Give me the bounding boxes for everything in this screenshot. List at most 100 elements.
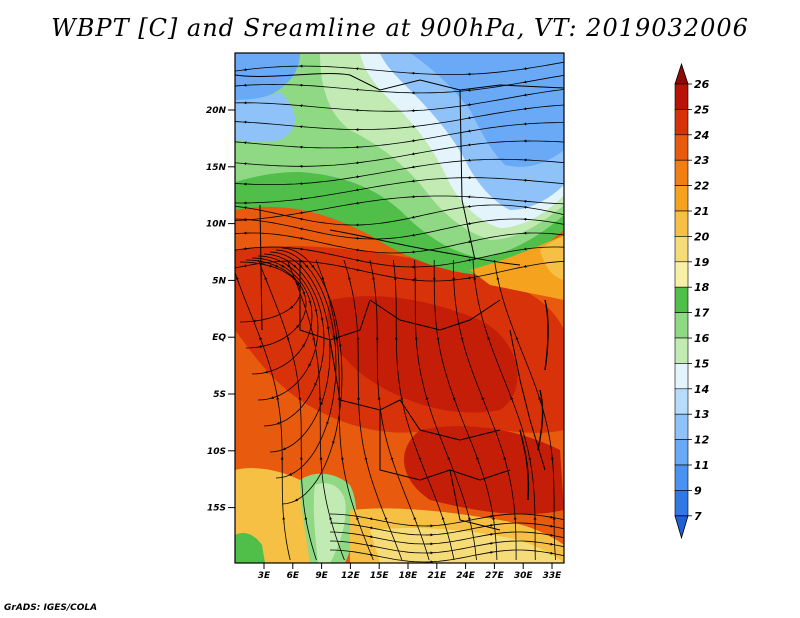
colorbar-label: 19 (694, 256, 710, 269)
streamline-arrow (299, 217, 307, 221)
colorbar-box (674, 236, 689, 263)
streamline-arrow (523, 178, 531, 182)
streamline-arrow (355, 248, 363, 252)
colorbar-box (674, 83, 689, 110)
streamline-arrow (447, 456, 452, 465)
streamline-arrow (355, 175, 363, 179)
streamlines (235, 61, 564, 563)
colorbar-max-arrow (674, 62, 689, 85)
streamline-arrow (288, 472, 295, 476)
streamline (235, 270, 291, 561)
colorbar-label: 12 (694, 434, 710, 447)
streamline-arrow (243, 68, 251, 72)
streamline (235, 140, 564, 167)
streamline (315, 259, 374, 561)
streamline-arrow (243, 264, 251, 268)
streamline-arrow (467, 88, 475, 92)
streamline-arrow (545, 515, 554, 519)
streamline-arrow (279, 264, 285, 268)
lon-tick-label: 3E (258, 571, 271, 581)
streamline-arrow (314, 378, 318, 387)
colorbar-box (674, 363, 689, 390)
streamline-arrow (523, 67, 531, 71)
streamline-arrow (340, 456, 344, 465)
lon-tick-label: 12E (341, 571, 361, 581)
lon-tick-label: 9E (315, 571, 328, 581)
streamline-arrow (550, 456, 554, 465)
streamline-arrow (264, 370, 271, 374)
streamline-arrow (411, 233, 419, 237)
streamline-arrow (496, 276, 500, 285)
streamline-arrow (485, 523, 494, 527)
streamline-arrow (487, 336, 491, 345)
latitude-axis: 20N 15N 10N 5N EQ 5S 10S 15S (206, 106, 235, 514)
streamline-arrow (332, 328, 336, 339)
streamline-arrow (528, 456, 532, 465)
streamline-arrow (413, 516, 418, 525)
streamline-arrow (355, 188, 363, 192)
streamline-arrow (299, 104, 307, 108)
colorbar-label: 13 (694, 408, 710, 421)
streamline-arrow (276, 421, 283, 425)
streamline-arrow (355, 258, 363, 262)
streamline-arrow (355, 161, 363, 165)
streamline-arrow (510, 396, 514, 405)
streamline-arrow (320, 313, 324, 322)
colorbar-label: 18 (694, 281, 710, 294)
streamline (258, 259, 317, 561)
colorbar-label: 14 (694, 383, 709, 396)
lon-tick-label: 18E (399, 571, 419, 581)
colorbar-min-arrow (674, 515, 689, 540)
lat-tick-label: 20N (206, 106, 227, 116)
lon-tick-label: 21E (427, 571, 447, 581)
streamline-arrow (372, 276, 376, 285)
streamline-arrow (365, 553, 374, 557)
streamline-arrow (411, 179, 419, 183)
streamline-arrow (276, 396, 280, 405)
streamline (235, 177, 564, 204)
lon-tick-label: 27E (485, 571, 505, 581)
streamline (235, 122, 564, 149)
streamline-arrow (545, 542, 554, 546)
streamline-arrow (418, 456, 423, 465)
colorbar-box (674, 439, 689, 466)
streamline-arrow (545, 524, 554, 528)
streamline-arrow (503, 456, 507, 465)
longitude-axis: 3E 6E 9E 12E 15E 18E 21E 24E 27E 30E 33E (258, 563, 562, 581)
streamline-arrow (293, 276, 297, 285)
colorbar-box (674, 109, 689, 136)
streamline-arrow (304, 516, 308, 525)
map-title: WBPT [C] and Sreamline at 900hPa, VT: 20… (51, 14, 749, 42)
colorbar-label: 7 (694, 510, 702, 523)
streamline-arrow (523, 264, 531, 268)
streamline-arrow (411, 215, 419, 219)
colorbar-label: 23 (694, 154, 710, 167)
streamline (235, 204, 564, 226)
streamline-arrow (312, 336, 316, 345)
streamline-arrow (321, 276, 325, 285)
streamline-arrow (523, 199, 531, 203)
streamline-arrow (291, 263, 297, 268)
streamline-arrow (515, 336, 520, 345)
streamline-arrow (299, 227, 307, 231)
lon-tick-label: 30E (514, 571, 534, 581)
streamline-arrow (364, 456, 368, 465)
streamline-arrow (523, 93, 531, 97)
streamline-arrow (390, 456, 394, 465)
streamline-arrow (308, 298, 312, 304)
streamline-arrow (485, 541, 494, 545)
streamline-arrow (299, 197, 307, 201)
colorbar-label: 21 (694, 205, 709, 218)
streamline (286, 259, 345, 561)
streamline-arrow (267, 264, 273, 268)
country-borders (235, 73, 564, 531)
streamline-arrow (332, 434, 336, 445)
colorbar-box (674, 388, 689, 415)
streamline-arrow (365, 526, 374, 530)
streamline-arrow (294, 497, 301, 502)
streamline-arrow (523, 205, 531, 209)
colorbar-box (674, 464, 689, 491)
streamline-arrow (258, 345, 265, 348)
streamline-arrow (355, 201, 363, 205)
lon-tick-label: 6E (287, 571, 300, 581)
